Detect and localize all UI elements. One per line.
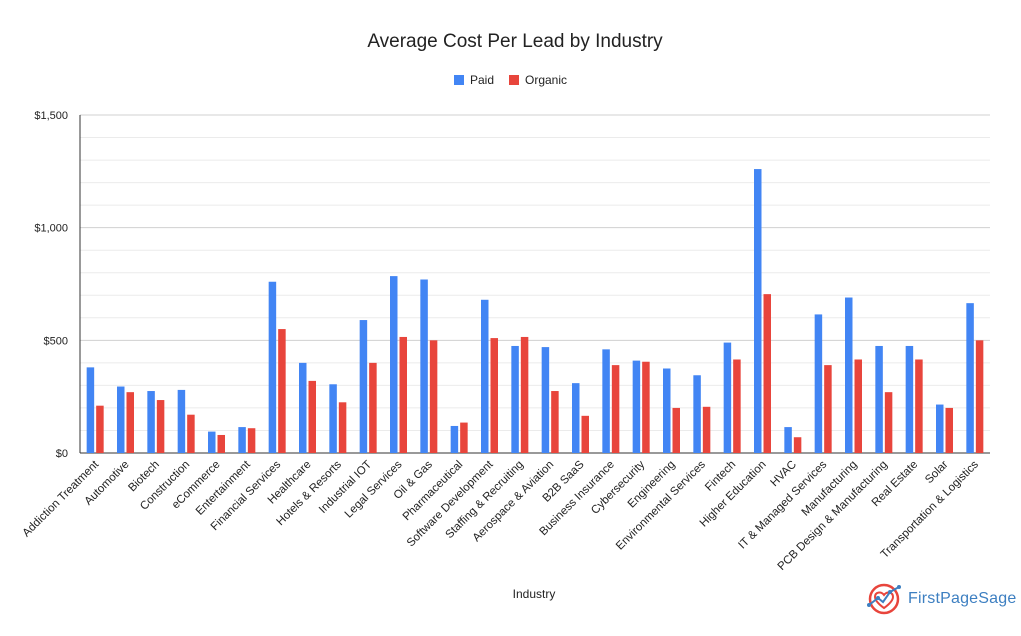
bar-paid: [693, 375, 701, 453]
bar-paid: [572, 383, 580, 453]
bar-paid: [420, 279, 428, 453]
bar-paid: [147, 391, 155, 453]
bar-paid: [359, 320, 368, 453]
brand-logo: FirstPageSage: [866, 583, 1016, 615]
x-tick-label: Solar: [923, 459, 951, 487]
bar-paid: [602, 349, 610, 453]
bar-paid: [966, 303, 974, 453]
bar-organic: [338, 402, 347, 453]
y-tick-label: $0: [56, 448, 68, 460]
bar-organic: [975, 340, 984, 453]
legend: Paid Organic: [454, 73, 567, 87]
bar-organic: [460, 422, 468, 453]
bar-paid: [268, 281, 277, 453]
bar-paid: [784, 427, 792, 453]
bar-paid: [86, 367, 95, 453]
bar-organic: [702, 406, 711, 453]
bar-paid: [117, 386, 125, 453]
bar-paid: [875, 345, 883, 453]
bar-organic: [824, 365, 832, 453]
bar-organic: [672, 407, 680, 453]
bar-paid: [814, 314, 823, 453]
bar-paid: [299, 362, 307, 453]
bar-paid: [541, 347, 550, 453]
legend-swatch-paid: [454, 75, 464, 85]
bar-organic: [763, 294, 771, 453]
bar-paid: [723, 342, 732, 453]
bar-paid: [905, 345, 914, 453]
bar-organic: [581, 415, 589, 453]
bar-paid: [450, 425, 459, 453]
x-tick-labels: Addiction TreatmentAutomotiveBiotechCons…: [20, 458, 981, 573]
bar-paid: [936, 404, 944, 453]
bar-organic: [247, 428, 256, 453]
bar-organic: [733, 359, 741, 453]
x-axis-title: Industry: [513, 587, 556, 601]
bar-paid: [390, 276, 398, 453]
bar-organic: [520, 336, 529, 453]
bar-paid: [663, 368, 671, 453]
bar-organic: [884, 392, 893, 453]
axis-layer: $0 $500 $1,000 $1,500: [34, 110, 990, 460]
brand-name: FirstPageSage: [908, 590, 1017, 607]
bar-organic: [642, 361, 650, 453]
bar-organic: [156, 400, 165, 453]
y-tick-label: $1,000: [34, 223, 68, 235]
bar-organic: [915, 359, 923, 453]
bar-paid: [754, 169, 762, 453]
bars-layer: [86, 169, 984, 453]
bar-paid: [177, 389, 186, 453]
bar-organic: [187, 414, 195, 453]
bar-organic: [793, 437, 802, 453]
bar-organic: [399, 336, 407, 453]
bar-organic: [945, 407, 953, 453]
bar-paid: [238, 427, 246, 453]
y-tick-label: $1,500: [34, 110, 68, 122]
legend-label-paid: Paid: [470, 73, 494, 87]
chart-title: Average Cost Per Lead by Industry: [367, 31, 663, 52]
bar-organic: [96, 405, 104, 453]
legend-swatch-organic: [509, 75, 519, 85]
bar-paid: [632, 360, 641, 453]
bar-paid: [511, 345, 519, 453]
x-tick-label: Cybersecurity: [589, 458, 647, 516]
bar-organic: [611, 365, 620, 453]
bar-organic: [490, 338, 498, 453]
bar-organic: [217, 434, 225, 453]
bar-organic: [551, 391, 559, 453]
heart-chart-logo-icon: [867, 583, 901, 615]
bar-organic: [369, 362, 377, 453]
bar-paid: [481, 299, 489, 453]
grid-layer: [80, 114, 990, 454]
y-tick-label: $500: [44, 335, 68, 347]
bar-organic: [126, 392, 134, 453]
bar-paid: [329, 384, 337, 453]
legend-label-organic: Organic: [525, 73, 567, 87]
bar-paid: [208, 431, 216, 453]
bar-organic: [278, 329, 286, 453]
bar-organic: [308, 380, 316, 453]
bar-organic: [429, 340, 438, 453]
bar-paid: [845, 297, 853, 453]
bar-organic: [854, 359, 862, 453]
